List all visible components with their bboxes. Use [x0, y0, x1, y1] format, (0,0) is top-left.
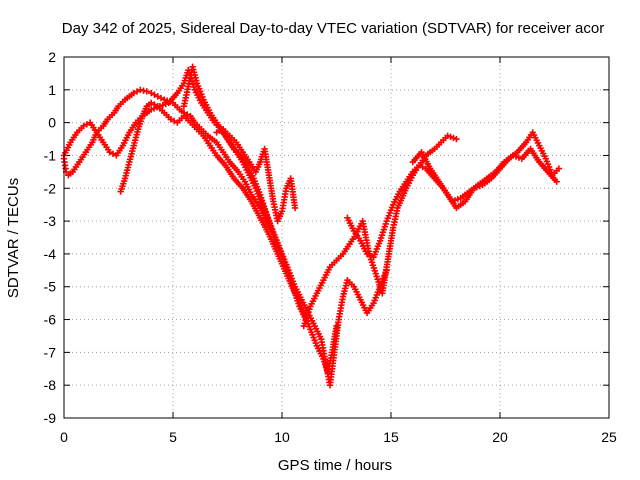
- x-tick-label: 25: [601, 429, 617, 445]
- data-point-fill: [367, 252, 374, 259]
- data-point-fill: [109, 150, 117, 158]
- data-point: [555, 165, 563, 172]
- y-tick-label: 0: [48, 115, 56, 131]
- y-tick-labels: -9 -8 -7 -6 -5 -4 -3 -2 -1 0 1 2: [44, 49, 57, 426]
- y-tick-label: -8: [44, 377, 57, 393]
- data-point: [137, 86, 144, 94]
- data-point-fill: [83, 121, 91, 128]
- data-point: [154, 93, 161, 100]
- data-point: [143, 88, 151, 95]
- y-tick-label: -4: [44, 246, 57, 262]
- data-point-fill: [216, 127, 224, 135]
- y-tick-label: -5: [44, 279, 57, 295]
- data-point: [416, 162, 423, 169]
- plot-frame: [63, 56, 610, 419]
- data-point-fill: [157, 94, 165, 102]
- y-tick-label: 2: [48, 49, 56, 65]
- data-point: [363, 250, 371, 258]
- data-point: [130, 89, 137, 97]
- x-tick-label: 5: [169, 429, 177, 445]
- x-tick-label: 20: [492, 429, 508, 445]
- y-tick-label: -9: [44, 410, 57, 426]
- y-tick-label: -1: [44, 147, 57, 163]
- data-point-fill: [419, 163, 426, 171]
- series-track-1: [60, 86, 277, 238]
- series-track-6: [300, 132, 460, 330]
- data-point: [106, 148, 113, 156]
- y-tick-label: 1: [48, 82, 56, 98]
- series-track-4: [180, 63, 390, 389]
- data-marks: [60, 63, 563, 389]
- data-point: [80, 122, 87, 130]
- y-axis-label: SDTVAR / TECUs: [5, 178, 22, 298]
- x-tick-labels: 0 5 10 15 20 25: [60, 429, 617, 445]
- data-point: [291, 204, 299, 212]
- y-tick-label: -6: [44, 312, 57, 328]
- x-tick-label: 15: [383, 429, 399, 445]
- data-point: [213, 129, 220, 136]
- data-point: [148, 99, 155, 107]
- data-point: [453, 135, 460, 143]
- data-point: [167, 116, 175, 123]
- y-tick-label: -3: [44, 213, 57, 229]
- data-point-fill: [170, 117, 178, 125]
- x-axis-label: GPS time / hours: [278, 457, 392, 474]
- chart-title: Day 342 of 2025, Sidereal Day-to-day VTE…: [62, 20, 604, 37]
- y-tick-label: -2: [44, 180, 57, 196]
- x-tick-label: 10: [274, 429, 290, 445]
- series-track-5: [213, 126, 299, 225]
- data-point: [553, 178, 560, 185]
- data-point-fill: [133, 88, 141, 95]
- data-point-fill: [151, 101, 158, 108]
- y-tick-label: -7: [44, 344, 57, 360]
- data-point-fill: [140, 87, 147, 94]
- data-point-fill: [151, 91, 158, 98]
- data-point: [148, 89, 155, 97]
- x-tick-label: 0: [60, 429, 68, 445]
- data-point-fill: [183, 111, 191, 118]
- series-track-8: [409, 129, 563, 212]
